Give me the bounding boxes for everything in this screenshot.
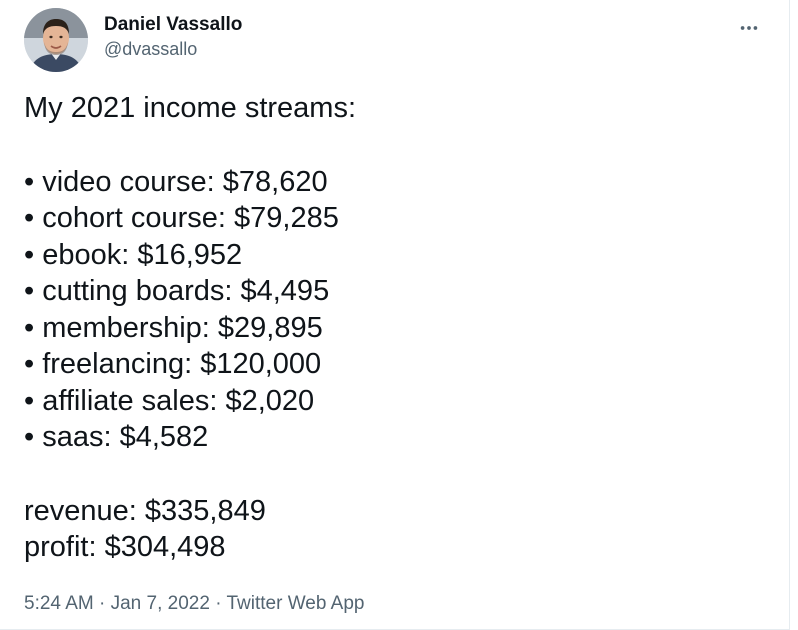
more-horizontal-icon — [740, 26, 758, 30]
author-names: Daniel Vassallo @dvassallo — [104, 14, 242, 60]
tweet-meta: 5:24 AM · Jan 7, 2022 · Twitter Web App — [24, 592, 364, 616]
list-item: • affiliate sales: $2,020 — [24, 384, 315, 417]
line-gap — [24, 456, 765, 493]
tweet-intro: My 2021 income streams: — [24, 92, 357, 124]
timestamp-date-link[interactable]: Jan 7, 2022 — [110, 593, 210, 614]
timestamp-time-link[interactable]: 5:24 AM — [24, 593, 94, 614]
line-gap — [24, 127, 765, 164]
more-options-button[interactable] — [733, 12, 765, 44]
tweet-text: My 2021 income streams: • video course: … — [24, 90, 765, 566]
list-item: • freelancing: $120,000 — [24, 348, 322, 380]
revenue-line: revenue: $335,849 — [24, 494, 266, 527]
list-item: • cohort course: $79,285 — [24, 202, 339, 234]
meta-separator: · — [209, 593, 227, 614]
list-item: • saas: $4,582 — [24, 421, 209, 453]
list-item: • membership: $29,895 — [24, 311, 323, 344]
avatar[interactable] — [24, 8, 88, 72]
profile-photo-icon — [24, 8, 88, 72]
display-name[interactable]: Daniel Vassallo — [104, 14, 243, 35]
income-streams-list: • video course: $78,620 • cohort course:… — [24, 164, 765, 456]
tweet-header: Daniel Vassallo @dvassallo — [24, 8, 765, 72]
meta-separator: · — [93, 593, 111, 614]
source-link[interactable]: Twitter Web App — [226, 593, 365, 614]
profit-line: profit: $304,498 — [24, 531, 226, 563]
list-item: • ebook: $16,952 — [24, 238, 243, 271]
user-handle[interactable]: @dvassallo — [104, 39, 198, 59]
list-item: • video course: $78,620 — [24, 165, 328, 198]
list-item: • cutting boards: $4,495 — [24, 275, 330, 307]
